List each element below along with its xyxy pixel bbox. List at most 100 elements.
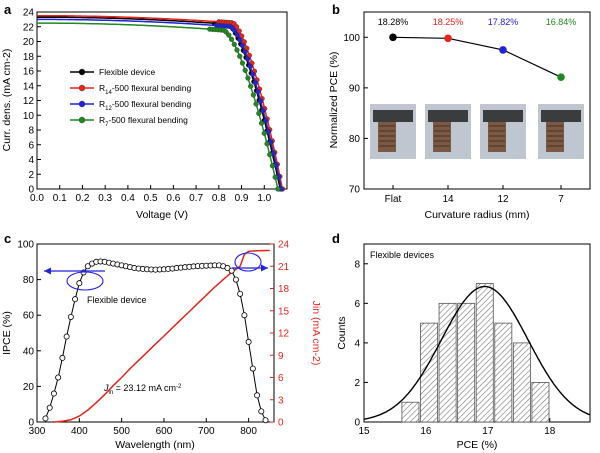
panel-c-ellipse-left — [66, 271, 104, 291]
panel-a-series-point-2 — [263, 118, 269, 124]
panel-b-annotation: 17.82% — [488, 17, 519, 27]
panel-b-photo-device — [488, 122, 506, 152]
panel-a-series-point-2 — [239, 42, 246, 49]
panel-b-ytick-label: 90 — [349, 83, 361, 94]
panel-a-series-point-3 — [269, 163, 276, 169]
panel-a-series-point-3 — [253, 101, 259, 107]
panel-c-ipce-point — [50, 390, 57, 397]
panel-a-ytick-label: 0 — [28, 185, 34, 196]
panel-c-ytick-label-right: 9 — [278, 351, 284, 362]
panel-c-ipce-point — [262, 417, 269, 424]
panel-a-xtick-label: 0.0 — [30, 193, 44, 204]
panel-d-bar — [438, 302, 457, 423]
panel-a-series-point-3 — [234, 47, 240, 53]
panel-d-bar — [475, 283, 494, 423]
panel-c-ytick-label-right: 24 — [278, 240, 290, 251]
panel-b-annotation: 16.84% — [546, 17, 577, 27]
panel-a-series-point-3 — [261, 130, 267, 136]
panel-a-series-point-3 — [256, 110, 262, 116]
panel-d-xlabel: PCE (%) — [457, 439, 498, 451]
panel-d-ytick-label: 4 — [354, 338, 360, 349]
panel-a-series-point-3 — [228, 36, 235, 42]
panel-a-series-point-2 — [234, 32, 240, 38]
panel-a-ytick-label: 20 — [23, 37, 35, 48]
panel-a-ytick-label: 18 — [23, 52, 35, 63]
panel-a-ytick-label: 16 — [23, 67, 35, 78]
panel-c-ipce-point — [249, 365, 256, 372]
panel-b-annotation: 18.28% — [378, 17, 409, 27]
panel-b-ytick-label: 80 — [349, 134, 361, 145]
panel-b-line — [392, 36, 562, 78]
panel-a-jv-chart: 0.0 0.1 0.2 0.3 0.4 0.5 0.6 0.7 0.8 0.9 1.00246810… — [1, 8, 288, 221]
panel-d-ytick-label: 2 — [354, 378, 360, 389]
panel-c-xlabel: Wavelength (nm) — [115, 439, 195, 451]
panel-b-photo-caliper — [428, 110, 468, 122]
panel-a-ticks: 0.0 0.1 0.2 0.3 0.4 0.5 0.6 0.7 0.8 0.9 1.00246810… — [23, 8, 272, 205]
panel-d-fit — [363, 285, 591, 420]
panel-c-ytick-label-right: 15 — [278, 306, 290, 317]
panel-d-devices-label: Flexible devices — [370, 250, 435, 260]
panel-b-photo-caliper — [483, 110, 523, 122]
panel-c-xtick-label: 300 — [29, 426, 46, 437]
panel-d-bar — [420, 322, 438, 423]
panel-c-ytick-label-right: 0 — [278, 418, 284, 429]
panel-a-ytick-label: 24 — [23, 8, 35, 19]
panel-c-ytick-label-right: 3 — [278, 395, 284, 406]
panel-a-legend-label-2: R12-500 flexural bending — [99, 99, 191, 112]
panel-d-bar — [401, 401, 420, 423]
panel-d-gaussian-fit — [363, 285, 591, 420]
panel-b-ylabel: Normalized PCE (%) — [328, 52, 340, 149]
panel-b-xtick-label: 14 — [442, 194, 454, 205]
panel-c-ipce-point — [55, 374, 62, 381]
panel-a-legend: Flexible device R14-500 flexural bending R… — [70, 67, 191, 128]
panel-d-xtick-label: 17 — [482, 426, 494, 437]
panel-c-xtick-label: 400 — [71, 426, 88, 437]
panel-a-ytick-label: 12 — [23, 96, 35, 107]
panel-b-ytick-label: 70 — [349, 185, 361, 196]
panel-c-ytick-label-left: 0 — [28, 418, 34, 429]
panel-c-xtick-label: 700 — [198, 426, 215, 437]
panel-c-ipce-point — [76, 280, 83, 287]
panel-c-ylabel-left: IPCE (%) — [1, 311, 13, 355]
panel-c-ipce-point — [241, 312, 248, 319]
panel-d-bar — [531, 382, 550, 423]
panel-c-ytick-label-right: 6 — [278, 373, 284, 384]
panel-b-annotation: 18.25% — [433, 17, 464, 27]
panel-a-xtick-label: 0.6 — [166, 193, 180, 204]
panel-b-photo-device — [433, 122, 451, 152]
panel-c-curves — [42, 249, 270, 424]
panel-b-point — [557, 73, 565, 82]
panel-c-arrowhead-left — [44, 267, 51, 275]
panel-a-ytick-label: 6 — [28, 140, 34, 151]
panel-c-xtick-label: 500 — [113, 426, 130, 437]
panel-a-series-point-2 — [247, 63, 253, 69]
panel-c-ipce-chart: 300 400 500 600 700 800 0 20 40 60 80 100 0 3 6 9 12 15 18… — [1, 240, 322, 452]
panel-c-ipce-point — [59, 354, 66, 361]
panel-c-ipce-point — [46, 404, 53, 411]
panel-d-bar — [512, 342, 531, 423]
panel-a-series-point-3 — [237, 53, 243, 59]
panel-b-point — [499, 46, 507, 54]
panel-a-series-point-2 — [245, 56, 251, 62]
panel-a-legend-marker-0 — [78, 68, 86, 76]
panel-c-ipce-point — [67, 313, 74, 320]
panel-a-ytick-label: 4 — [28, 155, 34, 166]
panel-c-ipce-point — [237, 290, 244, 297]
panel-b-xtick-label: 7 — [558, 194, 564, 205]
panel-a-series-point-2 — [252, 80, 259, 86]
panel-c-arrowhead-right — [261, 264, 268, 272]
panel-a-series-point-2 — [250, 71, 256, 77]
panel-d-ytick-label: 0 — [354, 418, 360, 429]
panel-letter-c: c — [4, 231, 11, 246]
panel-a-xtick-label: 0.8 — [212, 193, 226, 204]
panel-a-legend-marker-3 — [78, 116, 86, 124]
panel-c-ytick-label-left: 100 — [17, 240, 34, 251]
panel-a-legend-label-0: Flexible device — [99, 67, 155, 77]
panel-a-ytick-label: 14 — [23, 81, 35, 92]
panel-b-photo-device — [378, 122, 396, 152]
panel-d-bars — [401, 283, 550, 423]
panel-a-series-point-3 — [231, 41, 237, 47]
panel-letter-a: a — [4, 2, 12, 17]
panel-c-ylabel-right: Jin (mA cm-2) — [310, 301, 322, 366]
